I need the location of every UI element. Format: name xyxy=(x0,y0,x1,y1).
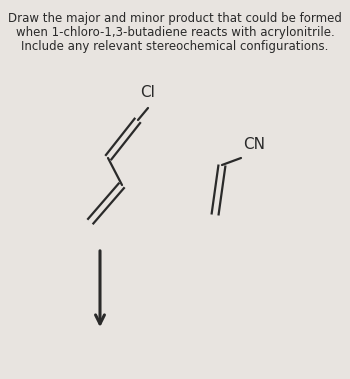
Text: when 1-chloro-1,3-butadiene reacts with acrylonitrile.: when 1-chloro-1,3-butadiene reacts with … xyxy=(16,26,334,39)
Text: Cl: Cl xyxy=(141,85,155,100)
Text: Include any relevant stereochemical configurations.: Include any relevant stereochemical conf… xyxy=(21,40,329,53)
Text: CN: CN xyxy=(243,137,265,152)
Text: Draw the major and minor product that could be formed: Draw the major and minor product that co… xyxy=(8,12,342,25)
